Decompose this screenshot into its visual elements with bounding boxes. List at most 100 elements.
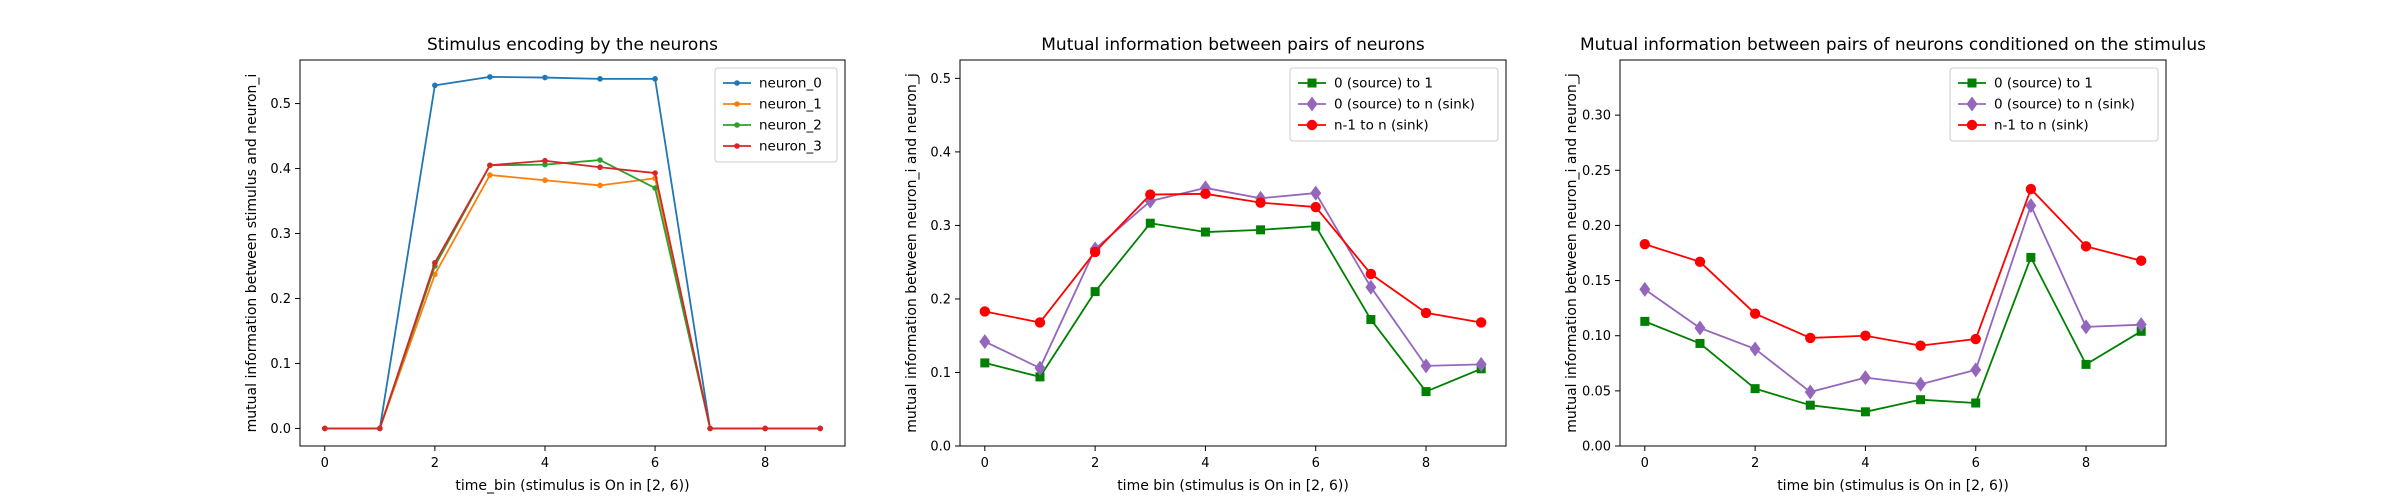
- series-line: [984, 187, 1482, 369]
- data-point: [487, 74, 493, 80]
- data-point: [542, 74, 548, 81]
- x-tick-label: 4: [1201, 456, 1209, 471]
- y-tick-label: 0.30: [1582, 109, 1611, 124]
- data-point: [1310, 201, 1321, 213]
- x-tick-label: 0: [1641, 456, 1649, 471]
- legend-label: n-1 to n (sink): [1334, 118, 1429, 134]
- data-point: [652, 170, 658, 176]
- legend-marker: [1306, 119, 1318, 131]
- series-line: [984, 222, 1482, 393]
- data-point: [762, 425, 768, 432]
- data-point: [1311, 221, 1321, 231]
- y-axis-label: mutual information between neuron_i and …: [904, 73, 920, 433]
- data-point: [1639, 238, 1651, 250]
- legend-label: neuron_0: [759, 76, 822, 92]
- data-point: [2080, 319, 2092, 335]
- legend-marker: [1307, 78, 1317, 88]
- y-tick-label: 0.4: [930, 145, 951, 160]
- legend-marker: [734, 122, 740, 128]
- data-point: [1970, 362, 1982, 378]
- y-tick-label: 0.3: [930, 219, 951, 234]
- data-point: [597, 164, 603, 171]
- data-point: [1694, 256, 1706, 268]
- data-point: [1639, 281, 1651, 297]
- legend-label: n-1 to n (sink): [1994, 118, 2089, 134]
- data-point: [2081, 359, 2091, 369]
- data-point: [652, 76, 658, 82]
- series-line: [1644, 188, 2142, 347]
- legend-label: 0 (source) to n (sink): [1334, 97, 1475, 113]
- x-axis-label: time bin (stimulus is On in [2, 6)): [1777, 478, 2009, 494]
- y-tick-label: 0.1: [270, 357, 291, 372]
- data-point: [432, 82, 438, 89]
- data-point: [707, 425, 713, 432]
- legend-label: neuron_3: [759, 139, 822, 155]
- data-point: [1421, 387, 1431, 397]
- legend-label: neuron_1: [759, 97, 822, 113]
- data-point: [487, 162, 493, 169]
- series-line: [324, 159, 821, 430]
- x-tick-label: 6: [1312, 456, 1320, 471]
- series-line: [1644, 256, 2142, 413]
- x-tick-label: 6: [651, 456, 659, 471]
- legend: 0 (source) to 1 0 (source) to n (sink) n-1…: [1289, 67, 1499, 142]
- x-tick-label: 2: [431, 456, 439, 471]
- x-tick-label: 0: [981, 456, 989, 471]
- data-point: [1749, 308, 1761, 319]
- x-tick-label: 2: [1091, 456, 1099, 471]
- series-3: [979, 188, 1487, 328]
- data-point: [1200, 188, 1211, 200]
- chart-3: Mutual information between pairs of neur…: [1564, 35, 2206, 494]
- data-point: [1365, 268, 1377, 280]
- data-point: [1035, 372, 1045, 382]
- legend-marker: [1306, 96, 1318, 112]
- legend-marker: [734, 101, 740, 107]
- legend-box: [714, 67, 838, 163]
- data-point: [2025, 198, 2037, 214]
- data-point: [597, 76, 603, 82]
- data-point: [432, 271, 438, 278]
- x-axis-label: time_bin (stimulus is On in [2, 6)): [455, 478, 689, 494]
- data-point: [1694, 320, 1706, 336]
- series-3: [1639, 183, 2147, 351]
- y-tick-label: 0.15: [1582, 274, 1611, 289]
- data-point: [542, 161, 548, 168]
- chart-1: Stimulus encoding by the neurons 0 2 4 6 8 0.0…: [244, 35, 846, 494]
- y-tick-label: 0.2: [270, 292, 291, 307]
- y-tick-label: 0.10: [1582, 329, 1611, 344]
- data-point: [1749, 341, 1761, 357]
- data-point: [1034, 317, 1046, 328]
- y-tick-label: 0.5: [270, 97, 291, 112]
- plot-frame: [1619, 59, 2167, 447]
- data-point: [1310, 185, 1322, 201]
- y-axis-label: mutual information between stimulus and …: [244, 74, 260, 433]
- chart-title: Mutual information between pairs of neur…: [1041, 35, 1425, 55]
- data-point: [1366, 315, 1376, 325]
- data-point: [1420, 307, 1432, 319]
- y-axis-label: mutual information between neuron_i and …: [1564, 73, 1580, 433]
- y-tick-label: 0.2: [930, 292, 951, 307]
- y-tick-label: 0.1: [930, 366, 951, 381]
- series-line: [1644, 204, 2142, 393]
- x-tick-label: 6: [1972, 456, 1980, 471]
- legend-marker: [1967, 78, 1977, 88]
- series-1: [980, 218, 1486, 397]
- x-tick-label: 4: [541, 456, 549, 471]
- series-line: [984, 192, 1482, 324]
- series-3: [321, 157, 824, 432]
- y-tick-label: 0.5: [930, 72, 951, 87]
- data-point: [377, 425, 383, 432]
- data-point: [1805, 332, 1816, 344]
- data-point: [1970, 333, 1981, 345]
- data-point: [1859, 370, 1871, 386]
- data-point: [1916, 395, 1926, 405]
- series-line: [324, 174, 821, 430]
- data-point: [1034, 360, 1046, 376]
- x-tick-label: 4: [1861, 456, 1869, 471]
- data-point: [1915, 376, 1927, 392]
- plot-frame: [959, 59, 1507, 447]
- data-point: [2135, 317, 2147, 333]
- data-point: [487, 172, 493, 178]
- data-point: [1695, 338, 1705, 348]
- data-point: [1860, 407, 1870, 417]
